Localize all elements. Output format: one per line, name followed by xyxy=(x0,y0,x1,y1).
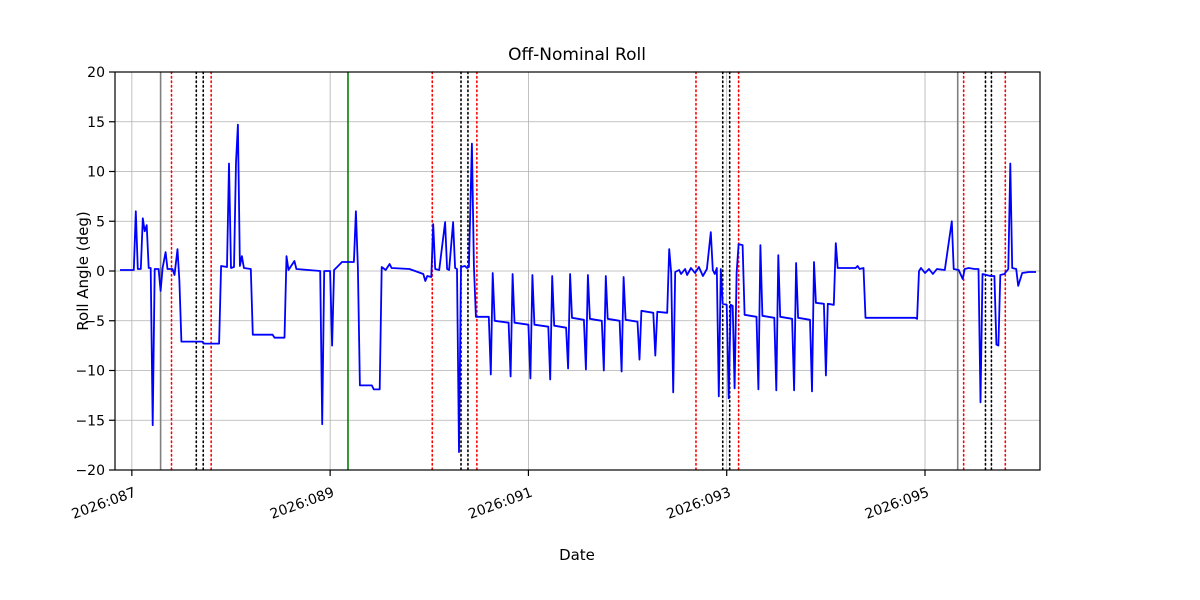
y-tick-label: 5 xyxy=(96,214,105,230)
x-axis-label: Date xyxy=(559,546,595,564)
series-line-roll_angle xyxy=(120,123,1036,454)
y-tick-label: −10 xyxy=(75,364,105,380)
tick-layer: −20 −15 −10 −5 0 5 10 15 20 2026:087 2026:089 2026:… xyxy=(70,65,932,523)
series-layer xyxy=(120,123,1036,454)
x-tick-label: 2026:089 xyxy=(268,485,337,523)
y-tick-label: 15 xyxy=(87,115,105,131)
y-tick-label: 20 xyxy=(87,65,105,81)
x-tick-label: 2026:095 xyxy=(863,485,932,523)
x-tick-label: 2026:091 xyxy=(466,485,535,523)
grid-layer xyxy=(115,71,1040,471)
x-tick-label: 2026:093 xyxy=(665,485,734,523)
y-tick-label: −20 xyxy=(75,463,105,479)
x-tick-label: 2026:087 xyxy=(70,485,139,523)
y-tick-label: −5 xyxy=(84,314,105,330)
chart-title: Off-Nominal Roll xyxy=(508,45,646,65)
y-axis-label: Roll Angle (deg) xyxy=(74,211,92,330)
y-tick-label: −15 xyxy=(75,413,105,429)
y-tick-label: 10 xyxy=(87,165,105,181)
y-tick-label: 0 xyxy=(96,264,105,280)
